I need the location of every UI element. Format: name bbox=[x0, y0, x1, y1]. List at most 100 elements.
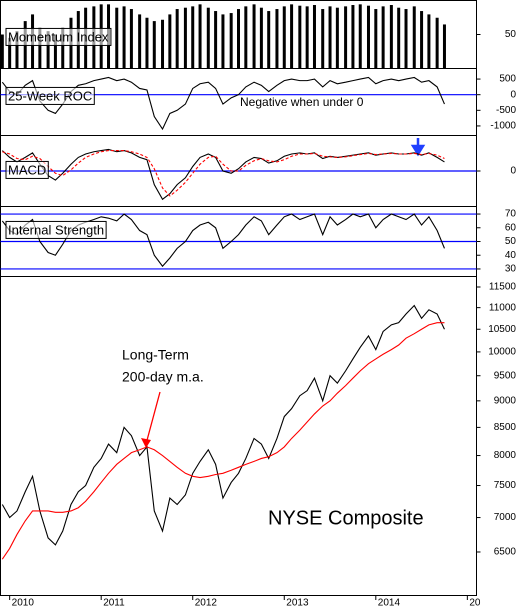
x-tick-label: 2013 bbox=[286, 598, 309, 609]
x-tick-label: 2010 bbox=[12, 598, 35, 609]
bar bbox=[305, 6, 309, 68]
bar bbox=[282, 6, 286, 68]
panel-title-group: Internal Strength bbox=[5, 220, 107, 239]
y-tick-label: 9000 bbox=[494, 395, 517, 406]
panel-title: MACD bbox=[8, 162, 46, 177]
bar bbox=[404, 9, 408, 68]
bar bbox=[129, 9, 133, 68]
y-tick-label: 0 bbox=[510, 166, 516, 177]
bar bbox=[275, 9, 279, 68]
panel-title: Momentum Index bbox=[8, 29, 109, 44]
bar bbox=[198, 4, 202, 69]
y-tick-label: 6500 bbox=[494, 547, 517, 558]
bar bbox=[351, 5, 355, 68]
annotation: NYSE Composite bbox=[268, 507, 424, 529]
x-tick-label: 20 bbox=[469, 598, 481, 609]
annotation: Negative when under 0 bbox=[240, 95, 364, 109]
bar bbox=[15, 31, 19, 68]
bar bbox=[259, 7, 263, 68]
bar bbox=[335, 7, 339, 68]
bar bbox=[381, 6, 385, 68]
y-tick-label: 10000 bbox=[488, 347, 516, 358]
line-series bbox=[1, 148, 445, 201]
y-tick-label: 70 bbox=[505, 209, 517, 220]
bar bbox=[442, 24, 446, 68]
y-tick-label: 11000 bbox=[489, 302, 517, 313]
bar bbox=[328, 6, 332, 68]
y-tick-label: 30 bbox=[505, 264, 517, 275]
line-series bbox=[1, 304, 445, 546]
signal-arrow bbox=[410, 138, 426, 157]
bar bbox=[412, 6, 416, 68]
annotation-arrowhead bbox=[141, 438, 151, 448]
bar bbox=[214, 11, 218, 69]
y-tick-label: 8500 bbox=[494, 422, 517, 433]
bar bbox=[427, 14, 431, 68]
bar bbox=[229, 13, 233, 68]
bar bbox=[152, 21, 156, 69]
bar bbox=[38, 27, 42, 68]
bar bbox=[46, 31, 50, 68]
bar bbox=[244, 6, 248, 68]
bar bbox=[206, 7, 210, 68]
panel-title-group: MACD bbox=[5, 160, 49, 179]
bar bbox=[290, 4, 294, 69]
panel-title-group: Momentum Index bbox=[5, 27, 112, 46]
panel-title: 25-Week ROC bbox=[8, 88, 92, 103]
panel-title-box bbox=[5, 86, 95, 105]
y-tick-label: 7500 bbox=[494, 480, 517, 491]
bar bbox=[366, 5, 370, 69]
bar bbox=[175, 9, 179, 68]
bar bbox=[267, 11, 271, 69]
panel-title-box bbox=[5, 160, 49, 179]
bar bbox=[397, 7, 401, 68]
y-tick-label: 8000 bbox=[494, 450, 517, 461]
line-series bbox=[1, 322, 445, 560]
panel-title-group: 25-Week ROC bbox=[5, 86, 95, 105]
panel-title-box bbox=[5, 220, 107, 239]
y-tick-label: 9500 bbox=[494, 370, 517, 381]
y-tick-label: 11500 bbox=[489, 282, 517, 293]
bar bbox=[53, 34, 57, 68]
x-tick-label: 2012 bbox=[195, 598, 218, 609]
y-tick-label: 0 bbox=[510, 89, 516, 100]
y-tick-label: 50 bbox=[505, 236, 517, 247]
x-tick-label: 2014 bbox=[378, 598, 401, 609]
bar bbox=[8, 37, 12, 68]
bar bbox=[344, 6, 348, 68]
bar bbox=[221, 14, 225, 68]
bar bbox=[161, 19, 165, 68]
panel-title: Internal Strength bbox=[8, 222, 104, 237]
bar bbox=[358, 4, 362, 69]
y-tick-label: 40 bbox=[505, 250, 517, 261]
bar bbox=[420, 11, 424, 69]
panel-title-box bbox=[5, 27, 112, 46]
bar bbox=[298, 5, 302, 69]
annotation: Long-Term bbox=[122, 347, 189, 363]
bar bbox=[237, 9, 240, 68]
y-tick-label: 60 bbox=[505, 222, 517, 233]
bar bbox=[389, 5, 393, 68]
bar bbox=[435, 17, 439, 68]
bar bbox=[0, 34, 4, 68]
annotation: 200-day m.a. bbox=[122, 369, 204, 385]
bar bbox=[61, 27, 65, 68]
bar bbox=[138, 14, 142, 68]
plot-frame bbox=[0, 0, 477, 596]
annotation-arrow bbox=[145, 391, 161, 445]
y-tick-label: 7000 bbox=[494, 512, 517, 523]
bar bbox=[191, 6, 195, 68]
y-tick-label: 50 bbox=[505, 29, 517, 40]
bar bbox=[312, 5, 316, 68]
bar bbox=[183, 7, 187, 68]
line-series bbox=[2, 150, 445, 197]
bar bbox=[252, 4, 256, 69]
bar bbox=[374, 9, 378, 68]
y-tick-label: 500 bbox=[499, 74, 516, 85]
x-tick-label: 2011 bbox=[103, 598, 125, 609]
bar bbox=[122, 6, 126, 68]
y-tick-label: -1000 bbox=[490, 121, 516, 132]
bar bbox=[168, 14, 172, 68]
y-tick-label: -500 bbox=[496, 105, 516, 116]
